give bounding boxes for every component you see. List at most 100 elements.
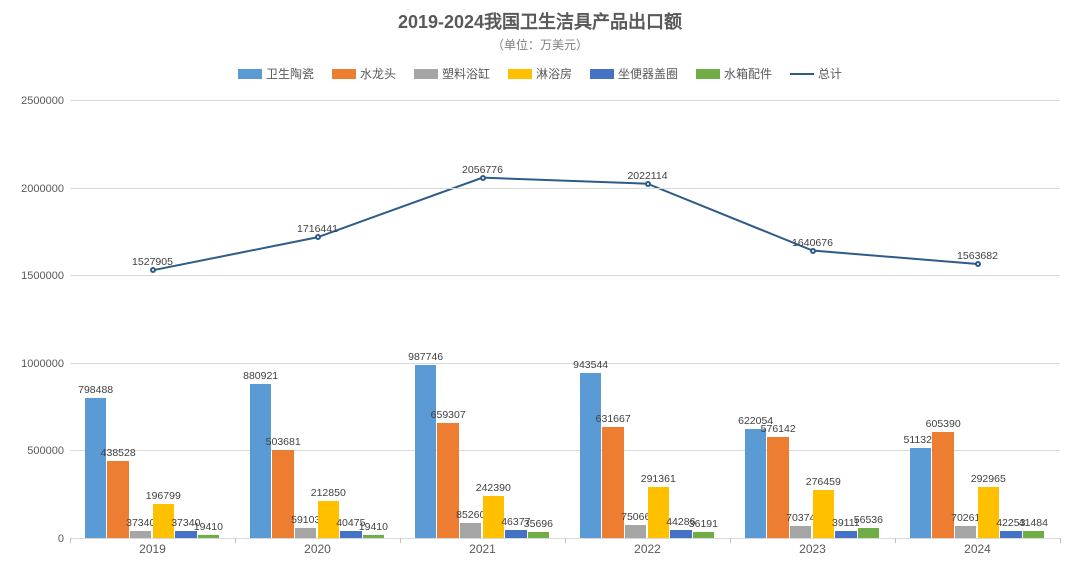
bar-s1 bbox=[745, 429, 767, 538]
x-tick bbox=[895, 538, 896, 543]
legend-item-s6: 水箱配件 bbox=[696, 65, 772, 82]
legend-label: 淋浴房 bbox=[536, 65, 572, 82]
legend-item-s3: 塑料浴缸 bbox=[414, 65, 490, 82]
legend-swatch-bar bbox=[590, 69, 614, 79]
bar-s5 bbox=[505, 530, 527, 538]
legend-swatch-bar bbox=[414, 69, 438, 79]
plot-area: 0500000100000015000002000000250000020197… bbox=[70, 100, 1060, 538]
legend-label: 塑料浴缸 bbox=[442, 65, 490, 82]
line-label: 2056776 bbox=[462, 164, 503, 176]
bar-label: 70261 bbox=[951, 512, 980, 524]
legend-item-total: 总计 bbox=[790, 65, 842, 82]
bar-s6 bbox=[693, 532, 715, 538]
chart-title: 2019-2024我国卫生洁具产品出口额 bbox=[0, 0, 1080, 34]
bar-label: 85260 bbox=[456, 509, 485, 521]
legend-swatch-line bbox=[790, 73, 814, 75]
bar-label: 212850 bbox=[311, 487, 346, 499]
bar-label: 631667 bbox=[596, 413, 631, 425]
chart-container: 2019-2024我国卫生洁具产品出口额 （单位：万美元） 卫生陶瓷 水龙头 塑料浴… bbox=[0, 0, 1080, 568]
bar-s4 bbox=[648, 487, 670, 538]
legend-item-s1: 卫生陶瓷 bbox=[238, 65, 314, 82]
bar-label: 242390 bbox=[476, 482, 511, 494]
bar-s3 bbox=[955, 526, 977, 538]
bar-label: 41484 bbox=[1019, 517, 1048, 529]
legend: 卫生陶瓷 水龙头 塑料浴缸 淋浴房 坐便器盖圈 水箱配件 总计 bbox=[0, 65, 1080, 82]
bar-s4 bbox=[813, 490, 835, 538]
legend-label: 卫生陶瓷 bbox=[266, 65, 314, 82]
x-axis-label: 2024 bbox=[964, 538, 991, 556]
legend-item-s2: 水龙头 bbox=[332, 65, 396, 82]
y-axis-label: 1500000 bbox=[21, 270, 70, 282]
bar-label: 59103 bbox=[291, 514, 320, 526]
bar-s6 bbox=[198, 535, 220, 538]
legend-item-s4: 淋浴房 bbox=[508, 65, 572, 82]
bar-s1 bbox=[580, 373, 602, 538]
y-axis-label: 500000 bbox=[27, 445, 70, 457]
legend-label: 总计 bbox=[818, 65, 842, 82]
legend-swatch-bar bbox=[332, 69, 356, 79]
bar-label: 943544 bbox=[573, 359, 608, 371]
line-label: 1527905 bbox=[132, 256, 173, 268]
line-label: 2022114 bbox=[627, 170, 667, 182]
line-label: 1640676 bbox=[792, 237, 833, 249]
bar-s6 bbox=[363, 535, 385, 538]
bar-label: 438528 bbox=[101, 447, 136, 459]
legend-swatch-bar bbox=[508, 69, 532, 79]
bar-label: 576142 bbox=[761, 423, 796, 435]
chart-subtitle: （单位：万美元） bbox=[0, 36, 1080, 53]
x-tick bbox=[1060, 538, 1061, 543]
line-total bbox=[153, 178, 978, 271]
bar-s6 bbox=[1023, 531, 1045, 538]
legend-swatch-bar bbox=[696, 69, 720, 79]
bar-label: 196799 bbox=[146, 490, 181, 502]
bar-label: 503681 bbox=[266, 436, 301, 448]
bar-s5 bbox=[835, 531, 857, 538]
bar-s3 bbox=[625, 525, 647, 538]
bar-s5 bbox=[1000, 531, 1022, 538]
bar-s3 bbox=[460, 523, 482, 538]
legend-label: 水箱配件 bbox=[724, 65, 772, 82]
x-tick bbox=[400, 538, 401, 543]
x-tick bbox=[235, 538, 236, 543]
grid-line: 1500000 bbox=[70, 275, 1060, 276]
y-axis-label: 1000000 bbox=[21, 358, 70, 370]
grid-line: 2000000 bbox=[70, 188, 1060, 189]
x-axis-label: 2023 bbox=[799, 538, 826, 556]
legend-label: 水龙头 bbox=[360, 65, 396, 82]
x-axis-label: 2022 bbox=[634, 538, 661, 556]
bar-s4 bbox=[978, 487, 1000, 538]
bar-label: 798488 bbox=[78, 384, 113, 396]
bar-label: 19410 bbox=[194, 521, 223, 533]
bar-s1 bbox=[415, 365, 437, 538]
grid-line: 2500000 bbox=[70, 100, 1060, 101]
bar-s3 bbox=[790, 526, 812, 538]
bar-label: 659307 bbox=[431, 409, 466, 421]
x-axis-label: 2019 bbox=[139, 538, 166, 556]
bar-s3 bbox=[130, 531, 152, 538]
legend-swatch-bar bbox=[238, 69, 262, 79]
legend-item-s5: 坐便器盖圈 bbox=[590, 65, 678, 82]
bar-s1 bbox=[250, 384, 272, 538]
bar-label: 70374 bbox=[786, 512, 815, 524]
x-axis-label: 2020 bbox=[304, 538, 331, 556]
bar-s6 bbox=[858, 528, 880, 538]
bar-label: 36191 bbox=[689, 518, 718, 530]
bar-label: 35696 bbox=[524, 518, 553, 530]
bar-label: 605390 bbox=[926, 418, 961, 430]
bar-label: 56536 bbox=[854, 514, 883, 526]
bar-s3 bbox=[295, 528, 317, 538]
x-axis-label: 2021 bbox=[469, 538, 496, 556]
legend-label: 坐便器盖圈 bbox=[618, 65, 678, 82]
bar-label: 276459 bbox=[806, 476, 841, 488]
bar-s6 bbox=[528, 532, 550, 538]
y-axis-label: 0 bbox=[58, 533, 70, 545]
y-axis-label: 2000000 bbox=[21, 183, 70, 195]
line-label: 1563682 bbox=[957, 250, 998, 262]
bar-label: 19410 bbox=[359, 521, 388, 533]
x-tick bbox=[730, 538, 731, 543]
bar-s1 bbox=[910, 448, 932, 538]
bar-label: 37340 bbox=[126, 517, 155, 529]
grid-line: 1000000 bbox=[70, 363, 1060, 364]
bar-label: 880921 bbox=[243, 370, 278, 382]
bar-label: 987746 bbox=[408, 351, 443, 363]
